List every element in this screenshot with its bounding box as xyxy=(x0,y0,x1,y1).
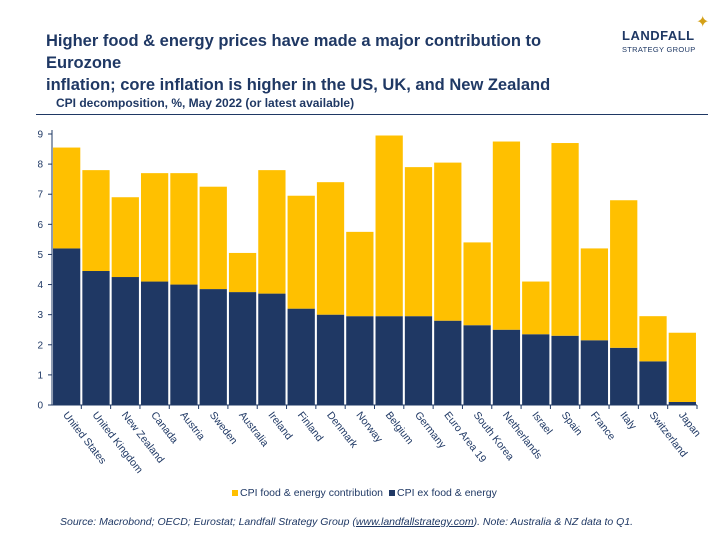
source-link[interactable]: www.landfallstrategy.com xyxy=(355,516,474,528)
bar-core xyxy=(346,316,374,405)
source-note: Source: Macrobond; OECD; Eurostat; Landf… xyxy=(60,516,633,528)
bar-core xyxy=(463,325,491,405)
y-tick-label: 9 xyxy=(37,130,43,141)
logo-name: LANDFALL xyxy=(622,28,695,43)
y-tick-label: 5 xyxy=(37,250,43,261)
bar-core xyxy=(140,281,169,405)
bar-core xyxy=(375,316,403,405)
source-suffix: ). Note: Australia & NZ data to Q1. xyxy=(473,516,634,528)
x-category-label: Sweden xyxy=(207,409,240,446)
bar-food-energy xyxy=(404,167,433,317)
bar-food-energy xyxy=(434,162,462,321)
chart-legend: CPI food & energy contribution CPI ex fo… xyxy=(232,487,497,499)
x-category-label: Australia xyxy=(236,409,271,449)
bar-core xyxy=(228,292,257,405)
bar-food-energy xyxy=(522,281,550,335)
legend-label-core: CPI ex food & energy xyxy=(397,487,497,499)
y-tick-label: 0 xyxy=(37,401,43,412)
y-tick-label: 1 xyxy=(37,370,43,381)
bar-food-energy xyxy=(668,332,696,402)
bar-food-energy xyxy=(463,242,491,326)
bar-core xyxy=(492,329,521,405)
bar-food-energy xyxy=(316,182,345,315)
bar-food-energy xyxy=(170,173,198,285)
bar-food-energy xyxy=(551,143,579,336)
bar-food-energy xyxy=(82,170,110,272)
bar-core xyxy=(287,308,315,405)
subtitle-divider xyxy=(36,114,708,115)
x-category-label: Austria xyxy=(178,409,208,442)
chart-subtitle: CPI decomposition, %, May 2022 (or lates… xyxy=(56,96,355,110)
legend-swatch-core xyxy=(389,490,396,496)
bar-food-energy xyxy=(610,200,638,348)
y-tick-label: 6 xyxy=(37,220,43,231)
bar-food-energy xyxy=(140,173,169,282)
x-category-label: France xyxy=(588,409,618,442)
bar-core xyxy=(199,289,227,405)
x-category-label: Japan xyxy=(676,409,703,439)
bar-core xyxy=(258,293,286,405)
bar-food-energy xyxy=(199,186,227,290)
x-category-label: Ireland xyxy=(266,409,295,442)
bar-food-energy xyxy=(375,135,403,317)
bar-core xyxy=(580,340,609,405)
bar-food-energy xyxy=(53,147,81,249)
source-prefix: Source: Macrobond; OECD; Eurostat; Landf… xyxy=(60,516,356,528)
bar-core xyxy=(522,334,550,405)
legend-item-core: CPI ex food & energy xyxy=(389,487,497,499)
logo-subtitle: STRATEGY GROUP xyxy=(622,45,696,54)
star-icon: ✦ xyxy=(696,14,710,31)
bar-core xyxy=(316,314,345,405)
legend-item-food-energy: CPI food & energy contribution xyxy=(232,487,383,499)
headline-line-1: Higher food & energy prices have made a … xyxy=(46,32,542,72)
x-category-label: Finland xyxy=(295,409,326,444)
chart-headline: Higher food & energy prices have made a … xyxy=(46,30,586,96)
x-category-label: Israel xyxy=(529,409,554,437)
x-category-label: Spain xyxy=(559,409,585,438)
bar-core xyxy=(668,401,696,405)
bar-core xyxy=(170,284,198,405)
legend-label-food-energy: CPI food & energy contribution xyxy=(240,487,384,499)
y-tick-label: 7 xyxy=(37,190,43,201)
bar-food-energy xyxy=(287,195,315,309)
legend-swatch-food-energy xyxy=(232,490,238,496)
bar-core xyxy=(551,335,579,405)
bar-core xyxy=(434,320,462,405)
bar-food-energy xyxy=(492,141,521,330)
bar-food-energy xyxy=(580,248,609,341)
landfall-logo: ✦ LANDFALL STRATEGY GROUP xyxy=(612,12,712,62)
x-category-label: Belgium xyxy=(383,409,416,446)
y-tick-label: 3 xyxy=(37,310,43,321)
bar-food-energy xyxy=(228,252,257,293)
x-category-label: Italy xyxy=(617,409,639,432)
bar-food-energy xyxy=(346,231,374,317)
bar-core xyxy=(53,248,81,405)
bar-core xyxy=(111,277,139,405)
y-tick-label: 2 xyxy=(37,340,43,351)
bar-core xyxy=(610,347,638,405)
bar-core xyxy=(639,361,667,405)
bar-core xyxy=(82,271,110,405)
bar-food-energy xyxy=(111,197,139,278)
bar-food-energy xyxy=(639,316,667,362)
y-tick-label: 8 xyxy=(37,160,43,171)
bar-core xyxy=(404,316,433,405)
headline-line-2: inflation; core inflation is higher in t… xyxy=(46,76,551,94)
bar-food-energy xyxy=(258,170,286,294)
y-tick-label: 4 xyxy=(37,280,43,291)
